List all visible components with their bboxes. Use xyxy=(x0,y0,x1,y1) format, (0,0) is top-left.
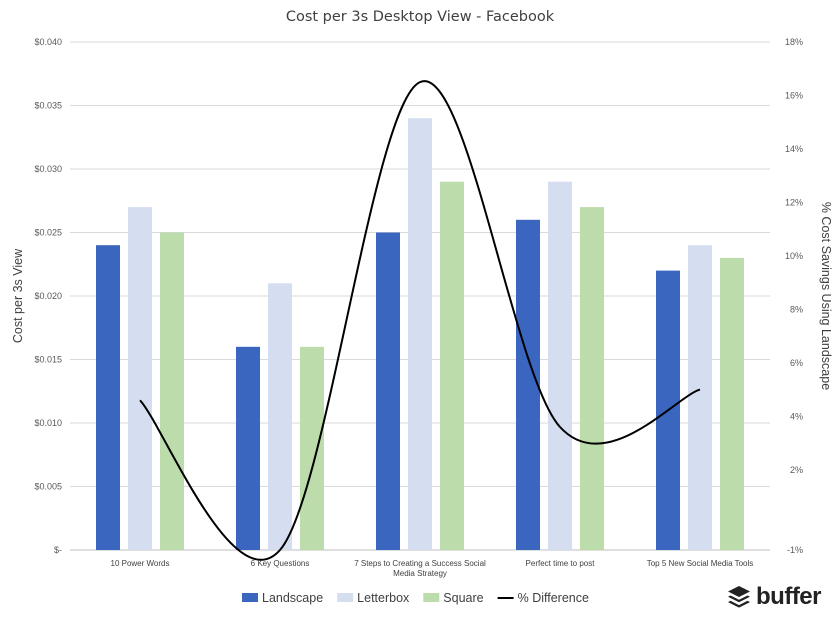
stacked-layers-icon xyxy=(728,586,750,608)
bar-square xyxy=(720,257,744,550)
y-axis-title: Cost per 3s View xyxy=(11,248,25,343)
x-tick-label: 7 Steps to Creating a Success Social xyxy=(354,559,486,568)
x-axis: 10 Power Words 6 Key Questions 7 Steps to … xyxy=(111,559,754,578)
difference-line xyxy=(139,80,701,561)
bar-square xyxy=(300,346,324,550)
y2-axis-title: % Cost Savings Using Landscape xyxy=(819,202,833,390)
bar-letterbox xyxy=(548,181,572,550)
x-tick-label: Media Strategy xyxy=(393,569,447,578)
x-tick-label: 10 Power Words xyxy=(111,559,170,568)
y-axis: $- $0.005 $0.010 $0.015 $0.020 $0.025 $0.030 $0… xyxy=(11,37,62,555)
y2-axis: -1% 2% 4% 6% 8% 10% 12% 14% 16% 18% % Cost Savings… xyxy=(785,37,833,555)
legend-label-difference: % Difference xyxy=(518,591,589,605)
bar-landscape xyxy=(516,219,540,551)
bar-letterbox xyxy=(128,207,152,550)
bar-letterbox xyxy=(408,118,432,550)
y-tick-label: $0.040 xyxy=(34,37,62,47)
line-series xyxy=(139,80,701,561)
y2-tick-label: 18% xyxy=(785,37,803,47)
x-tick-label: Perfect time to post xyxy=(526,559,596,568)
y-tick-label: $0.030 xyxy=(34,164,62,174)
x-tick-label: Top 5 New Social Media Tools xyxy=(647,559,754,568)
bar-landscape xyxy=(96,245,120,550)
legend-label-square: Square xyxy=(443,591,483,605)
y-tick-label: $0.015 xyxy=(34,355,62,365)
y2-tick-label: 16% xyxy=(785,90,803,100)
y-tick-label: $0.005 xyxy=(34,482,62,492)
bar-landscape xyxy=(236,346,260,550)
y2-tick-label: 4% xyxy=(790,411,803,421)
bar-square xyxy=(160,232,184,550)
y-tick-label: $0.025 xyxy=(34,228,62,238)
bar-letterbox xyxy=(268,283,292,550)
bar-square xyxy=(580,207,604,550)
bar-landscape xyxy=(376,232,400,550)
y-tick-label: $- xyxy=(54,545,62,555)
legend-label-landscape: Landscape xyxy=(262,591,323,605)
y2-tick-label: 12% xyxy=(785,197,803,207)
y2-tick-label: -1% xyxy=(787,545,803,555)
legend-swatch-landscape xyxy=(242,593,258,602)
y-tick-label: $0.020 xyxy=(34,291,62,301)
bar-letterbox xyxy=(688,245,712,550)
y-tick-label: $0.010 xyxy=(34,418,62,428)
legend-label-letterbox: Letterbox xyxy=(357,591,410,605)
y2-tick-label: 14% xyxy=(785,144,803,154)
legend-swatch-letterbox xyxy=(337,593,354,602)
y2-tick-label: 10% xyxy=(785,251,803,261)
brand-name: buffer xyxy=(756,583,822,610)
x-tick-label: 6 Key Questions xyxy=(251,559,310,568)
bar-square xyxy=(440,181,464,550)
bars xyxy=(96,118,744,551)
chart-title: Cost per 3s Desktop View - Facebook xyxy=(285,9,555,25)
brand-logo: buffer xyxy=(727,582,822,612)
legend: Landscape Letterbox Square % Difference xyxy=(242,591,589,605)
y-tick-label: $0.035 xyxy=(34,101,62,111)
y2-tick-label: 8% xyxy=(790,304,803,314)
legend-swatch-square xyxy=(423,593,440,602)
y2-tick-label: 6% xyxy=(790,358,803,368)
y2-tick-label: 2% xyxy=(790,465,803,475)
